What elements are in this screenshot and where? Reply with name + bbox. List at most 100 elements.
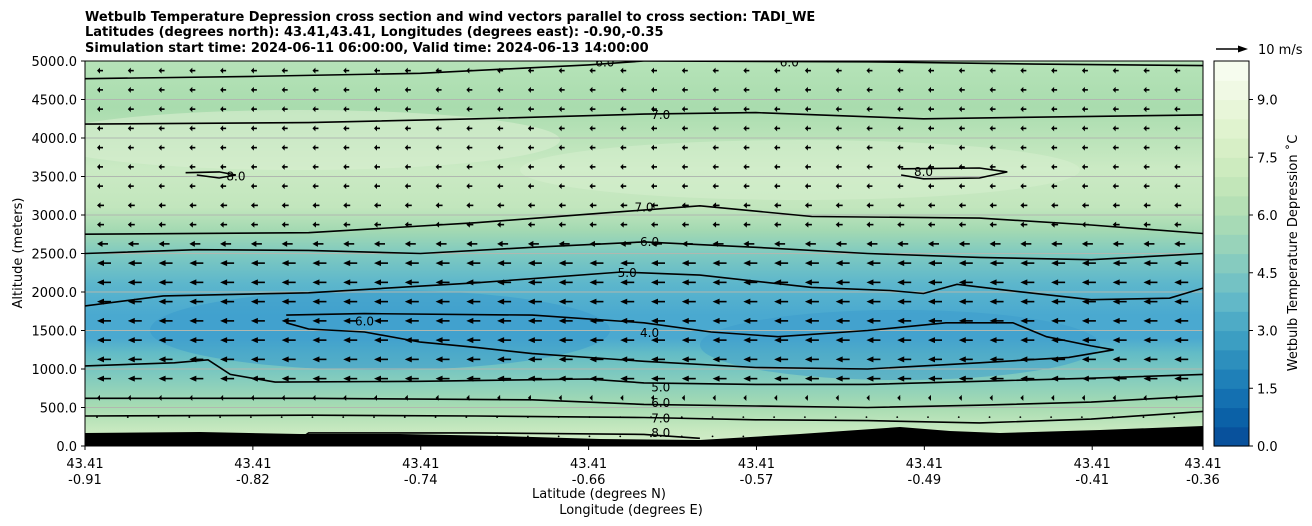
wind-vector (651, 260, 665, 267)
wind-vector (1020, 67, 1027, 74)
wind-vector (1081, 279, 1096, 286)
wind-vector (712, 221, 720, 228)
wind-vector (927, 416, 929, 419)
wind-vector (281, 86, 288, 93)
wind-vector (989, 183, 996, 190)
wind-vector (404, 375, 419, 382)
wind-vector (1143, 106, 1150, 113)
wind-vector (466, 125, 473, 132)
wind-vector (1143, 221, 1151, 228)
wind-vector (589, 125, 596, 132)
wind-vector (189, 298, 204, 305)
wind-vector (343, 317, 358, 324)
wind-vector (1174, 279, 1189, 286)
wind-vector (804, 221, 812, 228)
wind-vector (712, 260, 727, 267)
wind-vector (1020, 86, 1027, 93)
wind-vector (250, 317, 265, 324)
wind-vector (866, 317, 881, 324)
wind-vector (989, 163, 996, 170)
wind-vector (958, 221, 966, 228)
wind-vector (220, 260, 235, 267)
wind-vector (435, 125, 442, 132)
wind-vector (281, 240, 293, 247)
wind-vector (1020, 202, 1028, 209)
wind-vector (127, 86, 134, 93)
wind-vector (1112, 240, 1124, 247)
wind-vector (374, 163, 380, 170)
wind-vector (158, 86, 165, 93)
wind-vector (651, 144, 657, 151)
wind-vector (774, 125, 781, 132)
wind-vector (497, 202, 505, 209)
wind-vector (1051, 67, 1058, 74)
wind-vector (404, 67, 411, 74)
y-tick-label: 2500.0 (32, 248, 78, 263)
colorbar-band (1214, 426, 1249, 447)
wind-vector (681, 144, 688, 151)
wind-vector (220, 125, 227, 132)
wind-vector (1174, 260, 1189, 267)
wind-vector (374, 202, 381, 209)
wind-vector (558, 144, 565, 151)
wind-vector (804, 125, 811, 132)
wind-vector (250, 202, 258, 209)
wind-vector (1174, 163, 1181, 170)
wind-vector (989, 144, 996, 151)
wind-vector (1020, 260, 1035, 267)
wind-vector (558, 260, 573, 267)
wind-vector (97, 125, 103, 132)
wind-vector (497, 260, 512, 267)
wind-vector (497, 240, 509, 247)
wind-vector (1174, 202, 1182, 209)
wind-vector (281, 163, 288, 170)
wind-vector (589, 106, 596, 113)
wind-vector (97, 221, 104, 228)
wind-vector (1020, 125, 1027, 132)
colorbar-frame (1213, 60, 1250, 447)
wind-vector (404, 202, 412, 209)
contour-label: 6.0 (651, 396, 670, 410)
wind-vector (928, 356, 942, 363)
wind-vector (1081, 86, 1088, 93)
wind-vector (1174, 375, 1189, 382)
wind-vector (835, 106, 842, 113)
wind-vector (1112, 202, 1120, 209)
wind-vector (404, 183, 411, 190)
wind-vector (343, 337, 358, 344)
colorbar-band (1214, 253, 1249, 274)
wind-vector (804, 356, 819, 363)
wind-vector (835, 125, 842, 132)
wind-vector (928, 67, 934, 74)
wind-vector (1020, 221, 1028, 228)
wind-vector (1020, 163, 1027, 170)
wind-vector (343, 163, 350, 170)
wind-vector (866, 86, 873, 93)
wind-vector (866, 183, 873, 190)
y-tick-label: 4000.0 (32, 132, 78, 147)
x-tick-label-lon: -0.66 (572, 473, 606, 488)
wind-vector (189, 375, 204, 382)
wind-vector (281, 337, 296, 344)
wind-vector (1174, 240, 1186, 247)
wind-vector (928, 202, 935, 209)
wind-vector (835, 394, 839, 401)
wind-vector (1050, 416, 1053, 419)
wind-vector (743, 202, 751, 209)
wind-vector (1051, 183, 1058, 190)
wind-vector (589, 337, 604, 344)
wind-vector (343, 356, 358, 363)
wind-vector (220, 221, 228, 228)
wind-vector (343, 144, 350, 151)
wind-vector (897, 67, 904, 74)
wind-vector (958, 260, 973, 267)
wind-vector (343, 375, 358, 382)
wind-vector (158, 356, 173, 363)
wind-vector (651, 221, 658, 228)
wind-vector (189, 221, 197, 228)
wind-vector (250, 86, 257, 93)
wind-vector (558, 317, 573, 324)
wind-vector (928, 394, 931, 401)
y-tick-label: 500.0 (40, 402, 77, 417)
wind-vector (1112, 106, 1119, 113)
